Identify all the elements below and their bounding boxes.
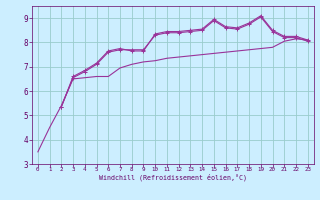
X-axis label: Windchill (Refroidissement éolien,°C): Windchill (Refroidissement éolien,°C) <box>99 174 247 181</box>
